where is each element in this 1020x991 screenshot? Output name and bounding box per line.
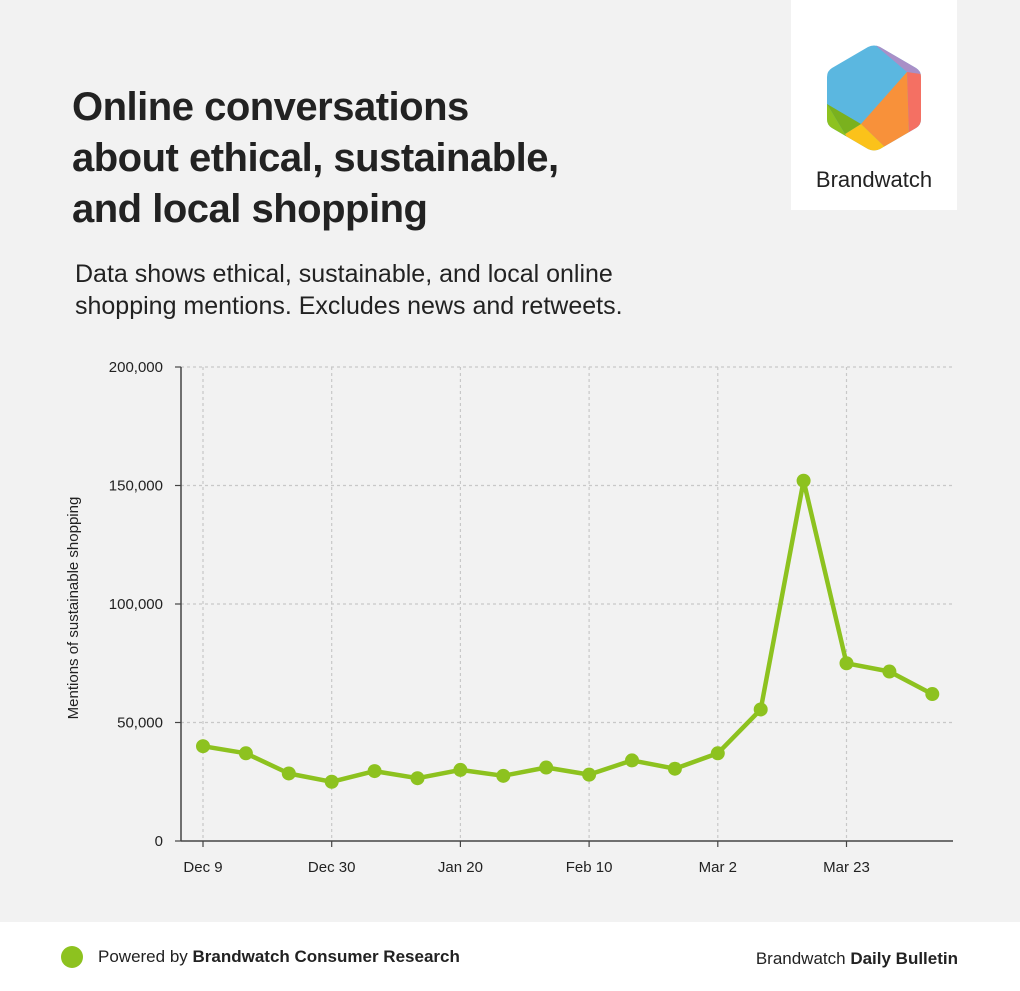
x-tick-label: Jan 20 <box>438 859 483 876</box>
brandwatch-logo-card: Brandwatch <box>791 0 957 210</box>
chart-subtitle-line: Data shows ethical, sustainable, and loc… <box>75 260 613 288</box>
data-point <box>753 702 768 717</box>
y-tick-label: 50,000 <box>117 715 163 732</box>
data-point <box>667 761 682 776</box>
y-tick-label: 200,000 <box>109 359 163 376</box>
data-point <box>196 739 210 754</box>
footer-bulletin-name: Daily Bulletin <box>850 949 958 968</box>
chart-title: Online conversations about ethical, sust… <box>72 82 692 235</box>
data-point <box>796 473 811 488</box>
x-tick-label: Feb 10 <box>566 859 613 876</box>
chart-title-line: about ethical, sustainable, <box>72 136 559 180</box>
y-tick-label: 0 <box>155 833 163 850</box>
data-point <box>496 768 511 783</box>
chart-subtitle-line: shopping mentions. Excludes news and ret… <box>75 292 623 320</box>
brandwatch-logo-text: Brandwatch <box>815 167 933 192</box>
data-point <box>410 771 425 786</box>
data-point <box>925 687 940 702</box>
x-tick-label: Mar 2 <box>699 859 737 876</box>
x-tick-label: Dec 30 <box>308 859 356 876</box>
series-line <box>200 478 935 785</box>
data-point <box>625 753 639 768</box>
footer-powered-by: Powered by Brandwatch Consumer Research <box>98 947 460 967</box>
data-point <box>281 766 296 781</box>
x-tick-label: Dec 9 <box>183 859 222 876</box>
y-tick-label: 150,000 <box>109 478 163 495</box>
chart-subtitle: Data shows ethical, sustainable, and loc… <box>75 258 715 322</box>
data-point <box>839 656 854 671</box>
y-axis-label-container: Mentions of sustainable shopping <box>65 497 82 720</box>
footer-daily-bulletin: Brandwatch Daily Bulletin <box>756 949 958 969</box>
footer-bulletin-prefix: Brandwatch <box>755 949 851 968</box>
brandwatch-hexagon-logo-icon <box>827 45 921 151</box>
chart-title-line: and local shopping <box>72 187 428 231</box>
data-point <box>324 774 339 789</box>
footer-powered-by-brand: Brandwatch Consumer Research <box>192 947 460 966</box>
data-point <box>582 767 597 782</box>
data-point <box>710 746 725 761</box>
y-axis-label: Mentions of sustainable shopping <box>65 497 82 720</box>
x-tick-label: Mar 23 <box>823 859 870 876</box>
data-point <box>882 664 897 679</box>
data-point <box>539 760 554 775</box>
y-tick-label: 100,000 <box>109 596 163 613</box>
footer: Powered by Brandwatch Consumer Research … <box>0 922 1020 991</box>
data-point <box>367 764 382 779</box>
data-point <box>453 762 468 777</box>
footer-powered-by-prefix: Powered by <box>98 947 193 966</box>
line-chart: 0 50,000 100,000 150,000 200,000 Dec 9 Dec 30 J… <box>109 359 953 876</box>
data-point <box>238 746 253 761</box>
chart-title-line: Online conversations <box>72 85 469 129</box>
brand-dot-icon <box>61 946 83 968</box>
